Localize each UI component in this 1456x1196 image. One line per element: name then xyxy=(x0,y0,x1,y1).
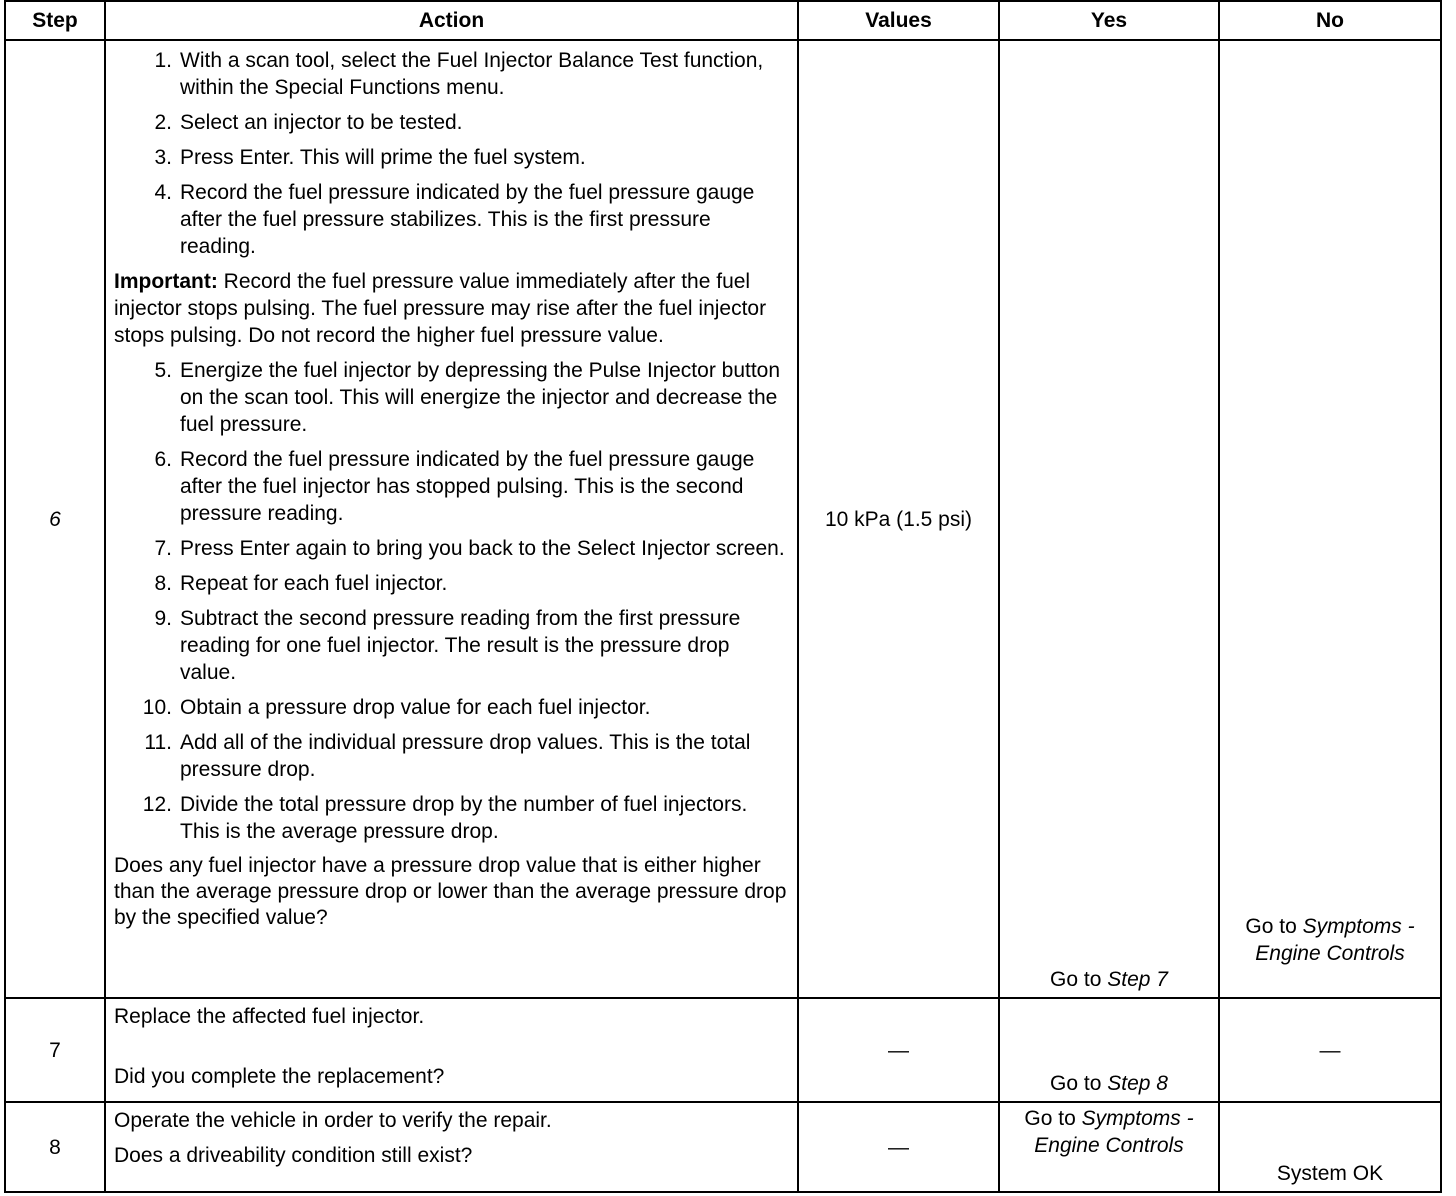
step-question: Does any fuel injector have a pressure d… xyxy=(114,854,787,929)
item-text: Obtain a pressure drop value for each fu… xyxy=(180,696,651,719)
step-value: — xyxy=(797,1101,1000,1193)
item-number: 5. xyxy=(154,359,172,382)
item-number: 4. xyxy=(154,181,172,204)
yes-link[interactable]: Symptoms - Engine Controls xyxy=(1034,1107,1194,1157)
step-value: 10 kPa (1.5 psi) xyxy=(797,39,1000,999)
list-item: 1. With a scan tool, select the Fuel Inje… xyxy=(114,47,789,101)
no-action: Go to Symptoms - Engine Controls xyxy=(1218,39,1442,999)
yes-action: Go to Symptoms - Engine Controls xyxy=(998,1101,1220,1193)
item-text: Divide the total pressure drop by the nu… xyxy=(180,793,748,843)
step-action: Replace the affected fuel injector. xyxy=(114,1005,425,1028)
yes-action: Go to Step 8 xyxy=(998,997,1220,1103)
item-text: Energize the fuel injector by depressing… xyxy=(180,359,781,436)
item-number: 9. xyxy=(154,607,172,630)
no-action: — xyxy=(1218,997,1442,1103)
step-number: 8 xyxy=(4,1101,106,1193)
list-item: 11. Add all of the individual pressure dr… xyxy=(114,729,789,783)
list-item: 6. Record the fuel pressure indicated by … xyxy=(114,446,789,527)
item-text: Add all of the individual pressure drop … xyxy=(180,731,751,781)
list-item: 2. Select an injector to be tested. xyxy=(114,109,789,136)
item-number: 11. xyxy=(144,731,172,754)
list-item: 3. Press Enter. This will prime the fuel … xyxy=(114,144,789,171)
yes-action: Go to Step 7 xyxy=(998,39,1220,999)
list-item: 12. Divide the total pressure drop by the… xyxy=(114,791,789,845)
item-number: 12. xyxy=(142,793,172,816)
item-number: 6. xyxy=(154,448,172,471)
item-text: Repeat for each fuel injector. xyxy=(180,572,448,595)
yes-link[interactable]: Step 7 xyxy=(1107,968,1168,991)
step-value: — xyxy=(797,997,1000,1103)
list-item: 9. Subtract the second pressure reading f… xyxy=(114,605,789,686)
header-row: Step Action Values Yes No xyxy=(4,0,1442,41)
procedure-list-a: 1. With a scan tool, select the Fuel Inje… xyxy=(114,47,789,260)
table-row-step-8: 8 Operate the vehicle in order to verify… xyxy=(4,1101,1442,1193)
item-number: 1. xyxy=(154,49,172,72)
header-values: Values xyxy=(797,0,1000,41)
item-text: Press Enter again to bring you back to t… xyxy=(180,537,785,560)
step-action: Operate the vehicle in order to verify t… xyxy=(114,1109,552,1132)
step-number: 6 xyxy=(49,507,61,531)
step-question: Does a driveability condition still exis… xyxy=(114,1144,473,1167)
table-row-step-6: 6 1. With a scan tool, select the Fuel In… xyxy=(4,39,1442,999)
item-number: 10. xyxy=(142,696,172,719)
header-step: Step xyxy=(4,0,106,41)
item-text: Subtract the second pressure reading fro… xyxy=(180,607,741,684)
list-item: 7. Press Enter again to bring you back to… xyxy=(114,535,789,562)
yes-link[interactable]: Step 8 xyxy=(1107,1072,1168,1095)
list-item: 10. Obtain a pressure drop value for each… xyxy=(114,694,789,721)
no-link[interactable]: Symptoms - Engine Controls xyxy=(1255,915,1415,965)
diagnostic-table: Step Action Values Yes No 6 1. With a sca… xyxy=(4,0,1442,1193)
step-question: Did you complete the replacement? xyxy=(114,1065,445,1088)
important-note: Important: Record the fuel pressure valu… xyxy=(114,270,767,347)
item-text: Select an injector to be tested. xyxy=(180,111,463,134)
item-number: 7. xyxy=(154,537,172,560)
list-item: 5. Energize the fuel injector by depressi… xyxy=(114,357,789,438)
step-number: 7 xyxy=(4,997,106,1103)
list-item: 8. Repeat for each fuel injector. xyxy=(114,570,789,597)
item-number: 2. xyxy=(154,111,172,134)
list-item: 4. Record the fuel pressure indicated by … xyxy=(114,179,789,260)
item-text: Record the fuel pressure indicated by th… xyxy=(180,448,755,525)
item-number: 3. xyxy=(154,146,172,169)
header-no: No xyxy=(1218,0,1442,41)
header-yes: Yes xyxy=(998,0,1220,41)
item-text: Record the fuel pressure indicated by th… xyxy=(180,181,755,258)
item-text: Press Enter. This will prime the fuel sy… xyxy=(180,146,586,169)
item-number: 8. xyxy=(154,572,172,595)
item-text: With a scan tool, select the Fuel Inject… xyxy=(180,49,764,99)
header-action: Action xyxy=(104,0,799,41)
no-action: System OK xyxy=(1218,1101,1442,1193)
table-row-step-7: 7 Replace the affected fuel injector. Did… xyxy=(4,997,1442,1103)
procedure-list-b: 5. Energize the fuel injector by depressi… xyxy=(114,357,789,845)
